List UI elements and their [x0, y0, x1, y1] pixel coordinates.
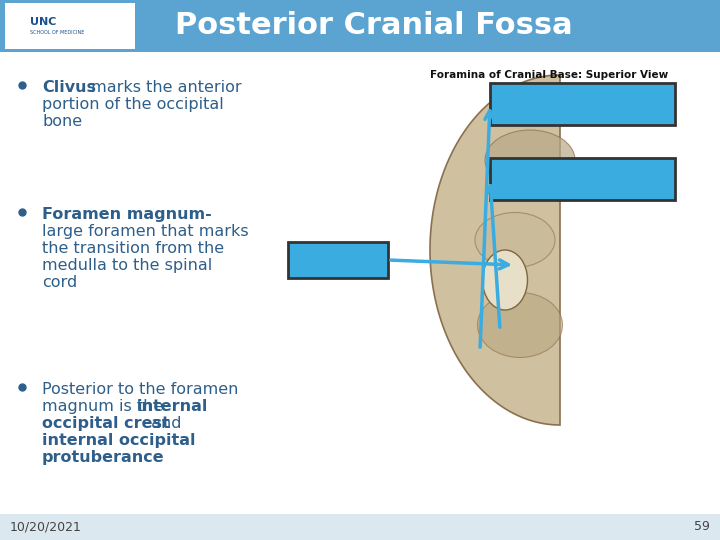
Text: protuberance: protuberance [42, 450, 165, 465]
Text: and: and [146, 416, 181, 431]
Text: portion of the occipital: portion of the occipital [42, 97, 224, 112]
Text: medulla to the spinal: medulla to the spinal [42, 258, 212, 273]
Text: Clivus: Clivus [42, 80, 96, 95]
Ellipse shape [485, 130, 575, 190]
Text: SCHOOL OF MEDICINE: SCHOOL OF MEDICINE [30, 30, 84, 35]
Ellipse shape [477, 293, 562, 357]
Text: Foramina of Cranial Base: Superior View: Foramina of Cranial Base: Superior View [430, 70, 668, 80]
Text: Posterior to the foramen: Posterior to the foramen [42, 382, 238, 397]
Text: internal: internal [137, 399, 208, 414]
Text: occipital crest: occipital crest [42, 416, 170, 431]
Bar [0, 0, 720, 52]
Text: cord: cord [42, 275, 77, 290]
Text: 10/20/2021: 10/20/2021 [10, 521, 82, 534]
Bar [5, 3, 135, 49]
Text: large foramen that marks: large foramen that marks [42, 224, 248, 239]
Text: internal occipital: internal occipital [42, 433, 196, 448]
Ellipse shape [506, 167, 514, 173]
Text: marks the anterior: marks the anterior [86, 80, 242, 95]
Bar [490, 158, 675, 200]
Text: UNC: UNC [30, 17, 56, 27]
Text: the transition from the: the transition from the [42, 241, 224, 256]
Bar [288, 242, 388, 278]
Bar [490, 83, 675, 125]
Bar [0, 514, 720, 540]
Ellipse shape [475, 213, 555, 267]
Text: Posterior Cranial Fossa: Posterior Cranial Fossa [175, 11, 572, 40]
Ellipse shape [520, 176, 530, 184]
Ellipse shape [482, 250, 528, 310]
Polygon shape [430, 75, 560, 425]
Text: 59: 59 [694, 521, 710, 534]
Text: Foramen magnum-: Foramen magnum- [42, 207, 212, 222]
Text: bone: bone [42, 114, 82, 129]
Text: magnum is the: magnum is the [42, 399, 168, 414]
Ellipse shape [536, 192, 544, 198]
